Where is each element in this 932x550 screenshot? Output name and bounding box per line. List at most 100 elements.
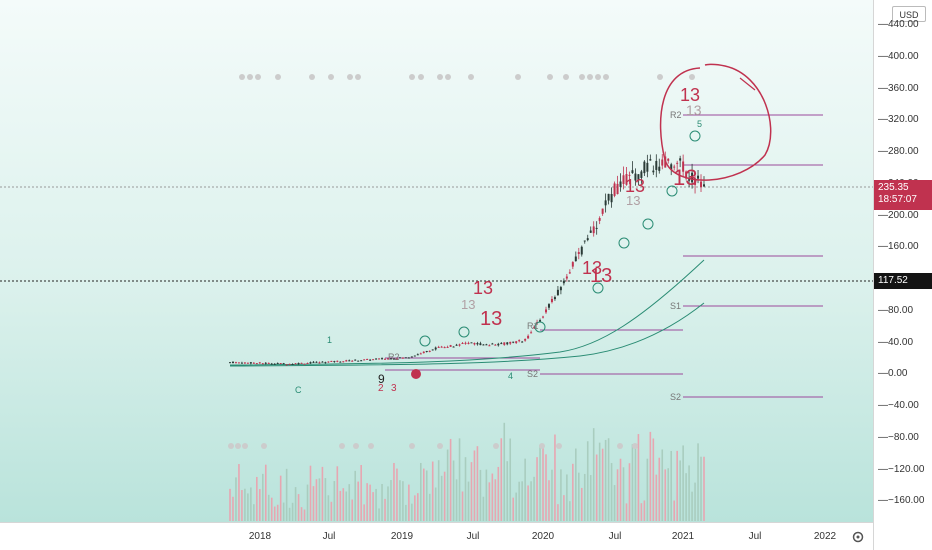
signal-dots-top xyxy=(239,74,695,80)
volume-group xyxy=(229,422,705,521)
candle-body xyxy=(372,359,375,361)
candle-body xyxy=(565,276,568,279)
volume-bar xyxy=(375,488,377,521)
volume-bar xyxy=(327,495,330,521)
volume-bar xyxy=(601,448,604,521)
y-axis[interactable]: USD —440.00 —400.00 —360.00 —320.00 —280.00 —… xyxy=(873,0,932,550)
label-13-2020: 13 xyxy=(582,258,602,278)
candle-body xyxy=(491,343,494,345)
volume-bar xyxy=(372,492,374,521)
x-axis[interactable]: 2018 Jul 2019 Jul 2020 Jul 2021 Jul 2022 xyxy=(0,522,873,550)
candle-body xyxy=(673,166,676,168)
candle-body xyxy=(360,360,363,362)
candle-body xyxy=(577,252,580,254)
candle-body xyxy=(628,174,631,176)
volume-bar xyxy=(595,454,598,521)
candle-body xyxy=(661,159,664,166)
gear-icon[interactable] xyxy=(851,530,865,544)
volume-bar xyxy=(288,507,291,521)
volume-bar xyxy=(592,428,595,521)
volume-bar xyxy=(285,468,288,521)
candle-body xyxy=(521,341,524,343)
volume-bar xyxy=(569,501,571,521)
label-13-2019b: 13 xyxy=(480,308,502,330)
volume-bar xyxy=(580,487,583,521)
volume-bar xyxy=(503,422,506,521)
candle-body xyxy=(515,341,518,344)
volume-bar xyxy=(360,464,362,521)
countdown-value: 18:57:07 xyxy=(878,194,917,205)
candle-body xyxy=(354,359,357,361)
volume-bar xyxy=(443,471,446,521)
volume-bar xyxy=(589,475,592,521)
x-tick-label: 2021 xyxy=(671,531,695,542)
volume-bar xyxy=(530,481,532,521)
r1-label: R1 xyxy=(527,321,539,331)
volume-bar xyxy=(646,458,649,521)
candle-body xyxy=(375,358,378,360)
candle-body xyxy=(300,362,303,364)
plot-area[interactable]: 13 13 13 13 13 13 13 13 13 13 R2 S1 S2 R… xyxy=(0,0,873,522)
x-tick-label: Jul xyxy=(466,531,480,542)
candle-body xyxy=(685,171,688,179)
candle-body xyxy=(574,256,577,262)
candle-body xyxy=(351,360,354,362)
volume-bar xyxy=(446,449,449,521)
volume-bar xyxy=(363,504,365,521)
candle-body xyxy=(464,342,467,344)
candle-body xyxy=(533,327,536,329)
candle-body xyxy=(231,361,234,364)
volume-bar xyxy=(437,460,440,521)
candle-body xyxy=(389,358,392,360)
volume-bar xyxy=(655,474,658,521)
volume-bar xyxy=(306,484,309,521)
candle-body xyxy=(404,357,407,359)
volume-bar xyxy=(691,491,693,521)
candle-body xyxy=(416,354,419,356)
candle-body xyxy=(282,363,285,365)
candle-body xyxy=(559,287,562,291)
candle-body xyxy=(667,158,670,161)
candle-body xyxy=(255,363,258,365)
candle-body xyxy=(339,361,342,363)
candle-body xyxy=(449,345,452,347)
candle-body xyxy=(327,361,330,363)
volume-bar xyxy=(625,503,628,521)
candle-body xyxy=(497,343,500,346)
candle-body xyxy=(539,320,542,322)
candle-body xyxy=(229,362,231,364)
volume-bar xyxy=(318,478,321,521)
volume-bar xyxy=(485,469,488,521)
x-tick-label: 2020 xyxy=(531,531,555,542)
volume-bar xyxy=(256,476,258,521)
candle-body xyxy=(473,342,476,345)
candle-body xyxy=(309,362,312,364)
volume-bar xyxy=(560,469,562,521)
volume-bar xyxy=(554,434,556,521)
volume-bar xyxy=(291,502,294,521)
candle-body xyxy=(643,161,646,174)
volume-bar xyxy=(449,438,452,521)
volume-bar xyxy=(667,468,670,521)
candle-body xyxy=(607,193,610,201)
y-tick-label: —−160.00 xyxy=(878,495,925,507)
volume-bar xyxy=(253,504,255,521)
volume-bar xyxy=(521,481,523,521)
candle-body xyxy=(586,238,589,241)
volume-bar xyxy=(267,494,270,521)
price-chart[interactable]: 13 13 13 13 13 13 13 13 13 13 R2 S1 S2 R… xyxy=(0,0,873,522)
candle-body xyxy=(384,358,387,360)
r2-label-prev: R2 xyxy=(388,352,400,362)
volume-bar xyxy=(324,478,327,521)
label-13-2019-grey: 13 xyxy=(461,297,475,312)
currency-label[interactable]: USD xyxy=(892,6,926,22)
volume-bar xyxy=(622,467,625,521)
candle-body xyxy=(455,344,458,346)
s1-label: S1 xyxy=(670,301,681,311)
last-price-value: 235.35 xyxy=(878,182,909,193)
volume-bar xyxy=(452,460,455,521)
volume-bar xyxy=(694,482,696,521)
volume-bar xyxy=(488,482,491,521)
candle-body xyxy=(458,344,461,346)
candle-body xyxy=(291,364,294,366)
